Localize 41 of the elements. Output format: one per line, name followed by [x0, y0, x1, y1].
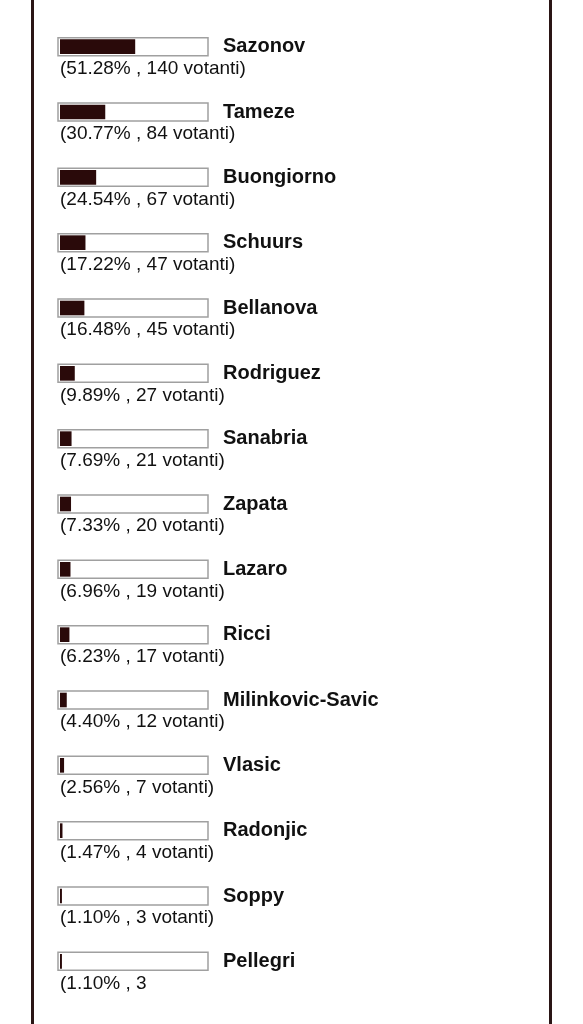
bar: [60, 300, 85, 316]
y-tick-label: Vlasic: [223, 752, 281, 775]
bar: [60, 170, 97, 185]
data-label: (16.48% , 45 votanti): [60, 318, 236, 340]
y-tick-label: Sazonov: [223, 34, 307, 57]
y-tick-label: Radonjic: [223, 818, 308, 841]
bar: [60, 496, 72, 512]
y-tick-label: Pellegri: [223, 948, 296, 971]
data-label: (2.56% , 7 votanti): [60, 775, 215, 797]
data-label: (1.47% , 4 votanti): [60, 840, 215, 862]
data-label: (30.77% , 84 votanti): [60, 122, 236, 144]
y-tick-label: Schuurs: [223, 230, 304, 253]
data-label: (9.89% , 27 votanti): [60, 383, 225, 405]
y-tick-label: Zapata: [223, 491, 289, 514]
data-label: (6.96% , 19 votanti): [60, 579, 225, 601]
y-tick-label: Lazaro: [223, 556, 288, 579]
bar: [60, 235, 86, 250]
y-tick-label: Bellanova: [223, 295, 319, 318]
y-tick-label: Soppy: [223, 883, 285, 906]
bar: [60, 431, 72, 446]
y-tick-label: Rodriguez: [223, 360, 321, 383]
data-label: (4.40% , 12 votanti): [60, 710, 225, 732]
y-tick-label: Buongiorno: [223, 164, 337, 187]
bar: [60, 104, 106, 120]
data-label: (6.23% , 17 votanti): [60, 644, 225, 666]
data-label: (51.28% , 140 votanti): [60, 56, 246, 78]
bar: [60, 627, 70, 642]
data-label: (7.33% , 20 votanti): [60, 514, 225, 536]
bar: [60, 366, 75, 381]
y-tick-label: Milinkovic-Savic: [223, 687, 379, 710]
data-label: (1.10% , 3: [60, 971, 147, 993]
data-label: (1.10% , 3 votanti): [60, 906, 215, 928]
y-tick-label: Ricci: [223, 622, 271, 645]
y-tick-label: Sanabria: [223, 426, 309, 449]
y-tick-label: Tameze: [223, 99, 295, 122]
bar: [60, 562, 71, 577]
data-label: (24.54% , 67 votanti): [60, 187, 236, 209]
bar: [60, 758, 65, 773]
bar: [60, 692, 67, 708]
data-label: (7.69% , 21 votanti): [60, 448, 225, 470]
data-label: (17.22% , 47 votanti): [60, 252, 236, 274]
